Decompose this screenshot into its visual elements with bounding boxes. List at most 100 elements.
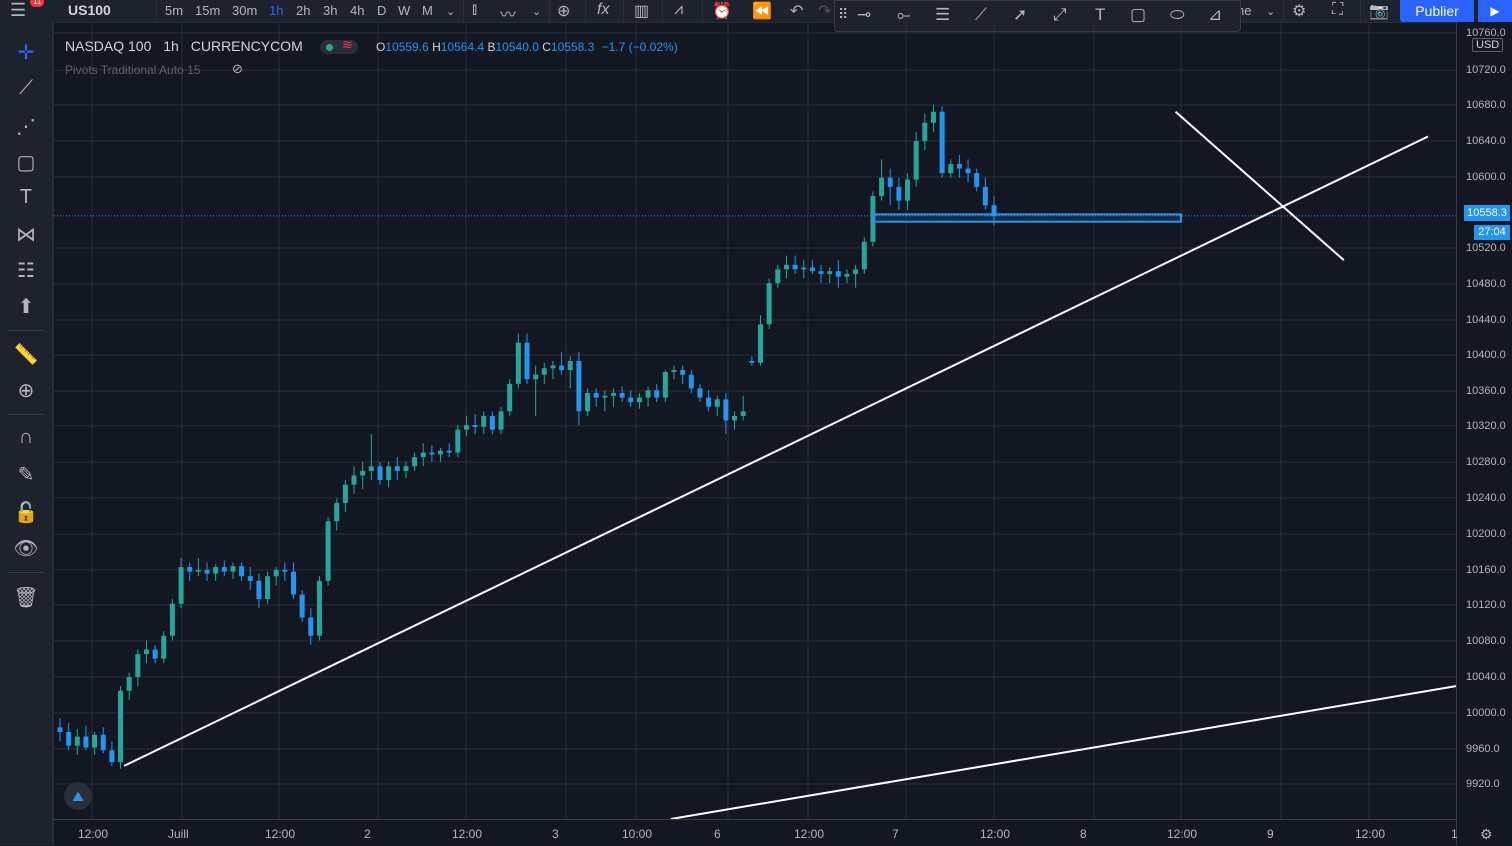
timeframe-2h[interactable]: 2h [296,3,311,18]
draw-mode-icon[interactable]: ✎ [17,464,35,486]
templates-icon[interactable]: ⩘ [674,1,684,18]
symbol-search[interactable]: US100 [68,2,111,18]
text-icon[interactable]: T [1095,5,1106,24]
eye-icon[interactable]: 👁 [13,538,39,560]
legend-source: CURRENCYCOM [190,38,303,54]
extended-line-icon[interactable]: ⤢ [1053,5,1067,24]
fullscreen-icon[interactable]: ⛶ [1332,1,1344,18]
wave-icon: ≋ [342,37,353,52]
prediction-icon[interactable]: ☷ [17,260,35,282]
pivots-indicator[interactable]: Pivots Traditional Auto 15 [65,63,201,77]
chevron-down-icon[interactable]: ⌄ [1266,6,1276,18]
currency-label: USD [1472,38,1504,52]
publish-button[interactable]: Publier [1400,0,1474,22]
candle [827,271,833,274]
gear-icon[interactable]: ⚙ [1292,3,1307,20]
candle [974,173,980,187]
text-icon[interactable]: T [19,186,33,208]
candle [913,141,919,180]
divider [1360,0,1361,22]
redo-icon[interactable]: ↷ [818,3,832,20]
candle [472,425,478,427]
candle [360,470,366,476]
crosshair-icon[interactable]: ✛ [17,42,35,64]
ellipse-icon[interactable]: ⬭ [1170,5,1185,24]
timeframe-w[interactable]: W [398,3,411,18]
alert-icon[interactable]: ⏰ [712,3,732,20]
hidden-eye-icon[interactable]: ⊘ [232,61,243,76]
magnet-icon[interactable]: ∩ [18,426,34,448]
price-tick-label: 10680.0 [1466,99,1506,111]
timeframe-m[interactable]: M [422,3,433,18]
gear-icon[interactable]: ⚙ [1480,826,1493,842]
zoom-in-icon[interactable]: ⊕ [17,380,35,402]
change-value: −1.7 (−0.02%) [601,40,678,54]
price-tick-label: 10200.0 [1466,528,1506,540]
rectangle-drawing[interactable] [872,213,1182,223]
trend-line-drawing[interactable] [1174,111,1345,261]
o-label: O [376,40,386,54]
horizontal-ray-icon[interactable]: ⟜ [897,5,911,24]
trend-line-icon[interactable]: ⟋ [975,5,987,24]
timeframe-d[interactable]: D [377,3,387,18]
chevron-down-icon[interactable]: ⌄ [532,6,542,18]
candle [948,163,954,174]
timeframe-4h[interactable]: 4h [350,3,365,18]
indicators-icon[interactable]: fx [597,1,610,18]
rectangle-icon[interactable]: ▢ [16,152,36,174]
legend-title[interactable]: NASDAQ 100 [65,38,152,54]
ruler-icon[interactable]: 📏 [13,344,39,366]
lock-icon[interactable]: 🔓 [13,502,39,524]
price-chart[interactable] [54,22,1456,819]
play-icon[interactable]: ▶ [1478,0,1512,22]
pattern-icon[interactable]: ⋈ [16,224,36,246]
pitchfork-icon[interactable]: ⋰ [16,116,36,138]
timeframe-30m[interactable]: 30m [232,3,258,18]
time-tick-label: 7 [892,827,899,841]
price-tick-label: 10520.0 [1466,242,1506,254]
candle [775,269,781,284]
candle [818,271,824,274]
candle [377,466,383,481]
market-status-badge[interactable]: ≋ [320,37,358,54]
candle [956,163,962,169]
l-label: B [487,40,496,54]
camera-icon[interactable]: 📷 [1369,3,1389,20]
candle [247,576,253,581]
trend-line-drawing[interactable] [123,135,1429,767]
drag-handle-icon[interactable]: ⠿ [838,6,849,22]
high-value: 10564.4 [440,40,485,54]
candle [809,267,815,272]
add-compare-icon[interactable]: ⊕ [557,3,571,20]
candle [195,569,201,572]
candle [740,411,746,416]
financials-icon[interactable]: ▥ [634,3,650,20]
timeframe-1h[interactable]: 1h [269,3,284,18]
trash-icon[interactable]: 🗑 [13,587,39,609]
trend-line-icon[interactable]: ⟋ [19,77,33,99]
replay-icon[interactable]: ⏪ [752,3,772,20]
candle [853,269,859,274]
tradingview-logo-icon[interactable]: ⛰ [64,782,92,810]
line-chart-icon[interactable]: 〰 [500,7,517,24]
price-axis[interactable] [1456,22,1512,845]
timeframe-5m[interactable]: 5m [165,3,184,18]
price-tick-label: 10000.0 [1466,707,1506,719]
timeframe-15m[interactable]: 15m [195,3,221,18]
rectangle-icon[interactable]: ▢ [1130,5,1147,24]
horizontal-line-icon[interactable]: ⊸ [857,5,872,24]
time-axis[interactable] [54,819,1456,846]
triangle-icon[interactable]: ⊿ [1208,5,1223,24]
timeframe-3h[interactable]: 3h [323,3,338,18]
time-tick-label: 12:00 [1167,827,1198,841]
trend-line-drawing[interactable] [670,685,1456,819]
candle [308,617,314,636]
menu-icon[interactable]: ☰ [10,0,27,20]
parallel-channel-icon[interactable]: ☰ [935,5,951,24]
undo-icon[interactable]: ↶ [790,3,804,20]
ray-icon[interactable]: ➚ [1013,5,1028,24]
candles-icon[interactable]: ⫾ [472,1,478,18]
arrow-up-icon[interactable]: ⬆ [17,296,35,318]
chevron-down-icon[interactable]: ⌄ [446,6,456,18]
candle [688,374,694,389]
